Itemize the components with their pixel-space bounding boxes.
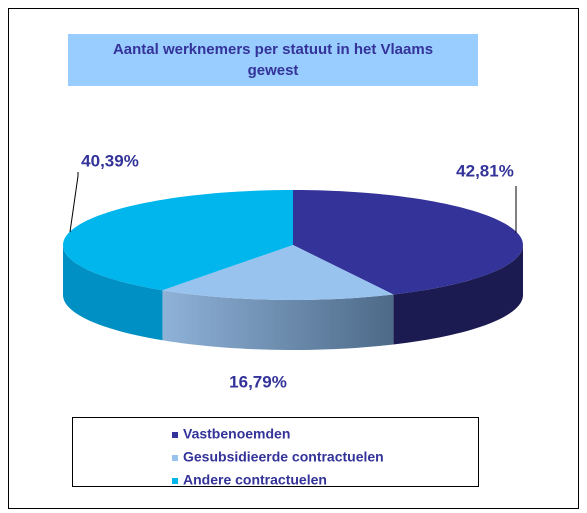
legend-box bbox=[72, 417, 479, 487]
legend-marker bbox=[172, 478, 178, 484]
leader-line bbox=[69, 172, 79, 233]
slice bbox=[162, 245, 394, 300]
legend-label: Vastbenoemden bbox=[183, 426, 290, 442]
data-label: 16,79% bbox=[229, 372, 287, 391]
slice-side bbox=[393, 245, 523, 345]
legend-marker bbox=[172, 455, 178, 461]
data-label: 42,81% bbox=[456, 161, 514, 180]
data-label: 40,39% bbox=[81, 151, 139, 170]
legend-marker bbox=[172, 432, 178, 438]
legend-label: Gesubsidieerde contractuelen bbox=[183, 449, 384, 465]
slice-side bbox=[162, 290, 394, 350]
legend-label: Andere contractuelen bbox=[183, 472, 327, 488]
slice-side bbox=[63, 245, 163, 341]
slice bbox=[63, 190, 293, 291]
title-box: Aantal werknemers per statuut in het Vla… bbox=[68, 34, 478, 86]
slice bbox=[293, 190, 523, 295]
chart-title: Aantal werknemers per statuut in het Vla… bbox=[112, 41, 434, 79]
